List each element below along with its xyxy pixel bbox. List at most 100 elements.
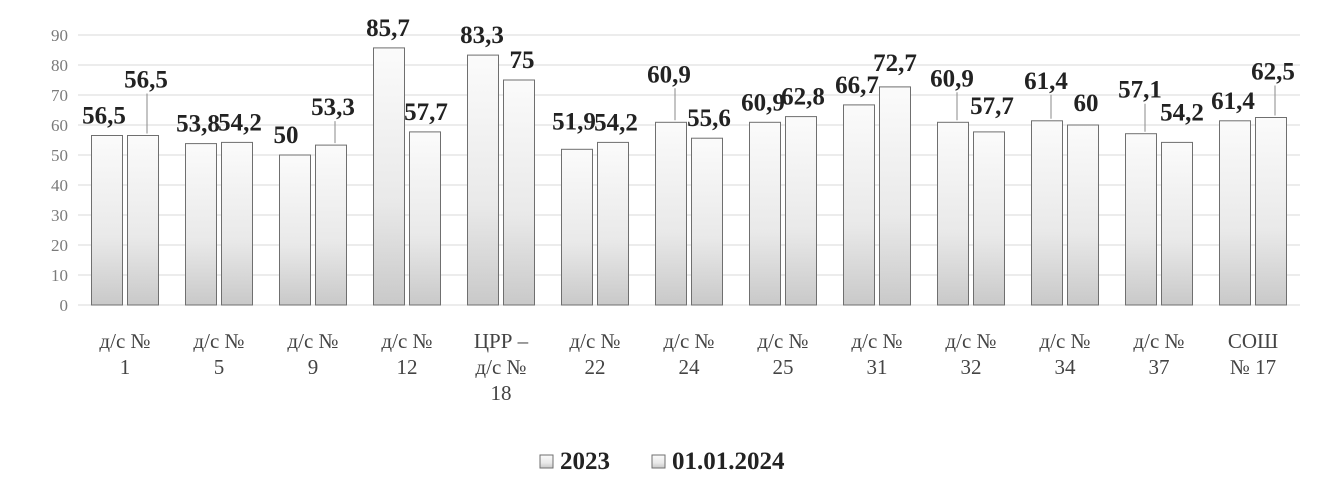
- data-label: 51,9: [552, 108, 596, 135]
- data-label: 66,7: [835, 72, 879, 99]
- x-tick-label: 25: [773, 355, 794, 379]
- bar-series-2: [1067, 124, 1099, 306]
- data-label: 61,4: [1211, 88, 1255, 115]
- y-tick-label: 40: [51, 176, 68, 195]
- x-tick-label: д/с №: [193, 329, 244, 353]
- x-tick-label: 37: [1149, 355, 1170, 379]
- bar-series-2: [1161, 141, 1193, 306]
- x-tick-label: № 17: [1230, 355, 1276, 379]
- y-tick-label: 30: [51, 206, 68, 225]
- bar-series-1: [185, 143, 217, 306]
- x-tick-label: д/с №: [1039, 329, 1090, 353]
- x-tick-label: д/с №: [287, 329, 338, 353]
- y-tick-label: 70: [51, 86, 68, 105]
- y-tick-label: 10: [51, 266, 68, 285]
- data-label: 60,9: [930, 65, 974, 92]
- data-label: 61,4: [1024, 68, 1068, 95]
- data-label: 72,7: [873, 50, 917, 77]
- x-tick-label: д/с №: [99, 329, 150, 353]
- data-label: 57,7: [970, 93, 1014, 120]
- y-tick-label: 0: [60, 296, 69, 315]
- legend: 2023 01.01.2024: [539, 448, 785, 475]
- bar-series-2: [221, 141, 253, 306]
- data-label: 83,3: [460, 22, 504, 49]
- x-tick-label: 5: [214, 355, 225, 379]
- bar-series-1: [373, 47, 405, 306]
- x-tick-label: д/с №: [569, 329, 620, 353]
- data-label: 54,2: [218, 109, 262, 136]
- bar-series-2: [127, 135, 159, 306]
- x-tick-label: 34: [1055, 355, 1077, 379]
- x-tick-label: СОШ: [1228, 329, 1278, 353]
- legend-label: 2023: [560, 448, 610, 475]
- data-label: 53,8: [176, 111, 220, 138]
- bar-series-2: [503, 79, 535, 306]
- y-tick-label: 80: [51, 56, 68, 75]
- data-label: 75: [510, 47, 535, 74]
- data-label: 62,5: [1251, 59, 1295, 86]
- bar-series-1: [279, 154, 311, 306]
- data-label: 50: [274, 122, 299, 149]
- bar-series-1: [561, 148, 593, 306]
- data-label: 56,5: [124, 67, 168, 94]
- x-tick-label: 12: [397, 355, 418, 379]
- bars: [91, 47, 1287, 306]
- x-tick-label: 31: [867, 355, 888, 379]
- data-label: 60,9: [741, 89, 785, 116]
- bar-series-2: [1255, 117, 1287, 306]
- x-tick-label: 18: [491, 381, 512, 405]
- y-axis: 0 10 20 30 40 50 60 70 80 90: [51, 26, 68, 315]
- bar-series-1: [1031, 120, 1063, 306]
- legend-label: 01.01.2024: [672, 448, 785, 475]
- y-tick-label: 90: [51, 26, 68, 45]
- bar-series-1: [655, 121, 687, 306]
- data-label: 57,7: [404, 99, 448, 126]
- bar-series-1: [1125, 133, 1157, 306]
- x-tick-label: 24: [679, 355, 701, 379]
- x-tick-label: 32: [961, 355, 982, 379]
- bar-series-1: [749, 121, 781, 306]
- data-label: 55,6: [687, 105, 731, 132]
- x-tick-label: д/с №: [475, 355, 526, 379]
- x-tick-label: д/с №: [1133, 329, 1184, 353]
- bar-series-2: [597, 141, 629, 306]
- x-tick-label: ЦРР –: [474, 329, 529, 353]
- data-label: 60: [1074, 90, 1099, 117]
- bar-series-1: [843, 104, 875, 306]
- bar-series-1: [1219, 120, 1251, 306]
- data-labels: 56,556,553,854,2 5053,385,757,783,37551,9…: [82, 15, 1295, 149]
- x-tick-label: д/с №: [381, 329, 432, 353]
- x-tick-label: д/с №: [851, 329, 902, 353]
- legend-swatch: [651, 454, 666, 469]
- data-label: 56,5: [82, 103, 126, 130]
- x-tick-label: д/с №: [757, 329, 808, 353]
- bar-series-2: [409, 131, 441, 306]
- data-label: 54,2: [594, 109, 638, 136]
- x-tick-label: д/с №: [945, 329, 996, 353]
- data-label: 57,1: [1118, 77, 1162, 104]
- bar-series-1: [467, 54, 499, 306]
- bar-series-1: [91, 135, 123, 306]
- x-tick-label: 9: [308, 355, 319, 379]
- data-label: 54,2: [1160, 99, 1204, 126]
- bar-series-2: [691, 137, 723, 306]
- label-leaders: [146, 85, 1276, 144]
- bar-series-2: [785, 116, 817, 306]
- bar-series-2: [315, 144, 347, 306]
- x-tick-label: 1: [120, 355, 131, 379]
- data-label: 85,7: [366, 15, 410, 42]
- bar-series-2: [973, 131, 1005, 306]
- y-tick-label: 20: [51, 236, 68, 255]
- bar-series-2: [879, 86, 911, 306]
- y-tick-label: 60: [51, 116, 68, 135]
- data-label: 62,8: [781, 84, 825, 111]
- x-tick-label: д/с №: [663, 329, 714, 353]
- data-label: 60,9: [647, 61, 691, 88]
- data-label: 53,3: [311, 94, 355, 121]
- bar-series-1: [937, 121, 969, 306]
- legend-swatch: [539, 454, 554, 469]
- y-tick-label: 50: [51, 146, 68, 165]
- x-tick-label: 22: [585, 355, 606, 379]
